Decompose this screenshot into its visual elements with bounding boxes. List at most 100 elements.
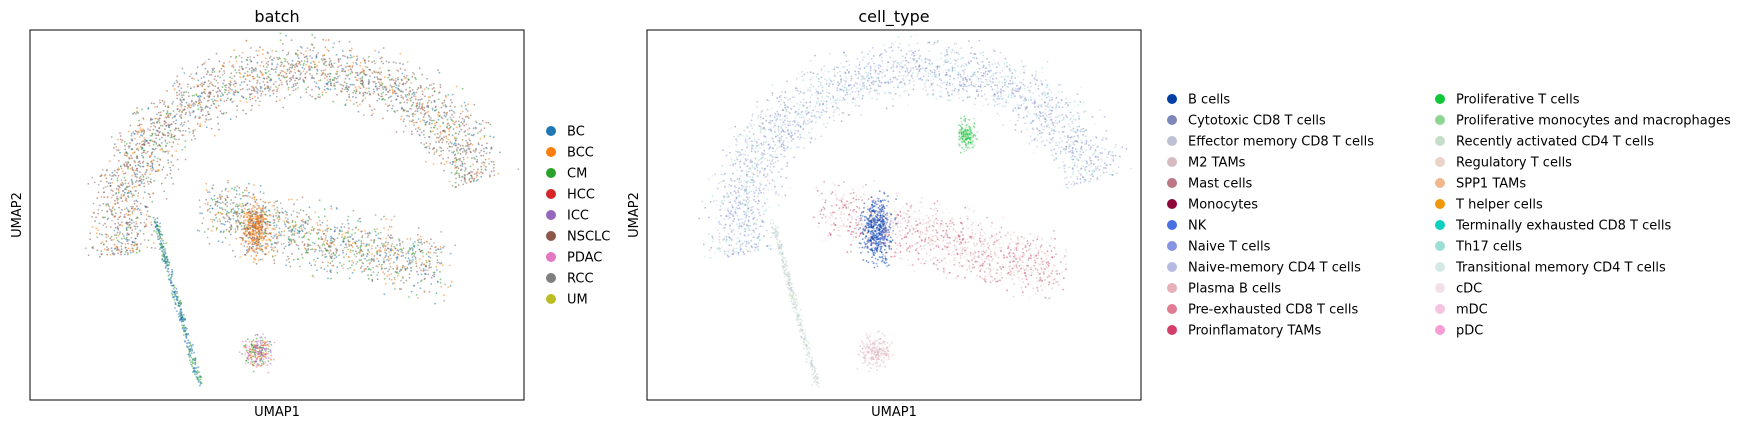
scatter-point [419, 235, 422, 238]
scatter-point [319, 79, 322, 82]
scatter-point [324, 253, 327, 256]
scatter-point [396, 267, 398, 270]
scatter-point [263, 84, 266, 87]
scatter-point [252, 78, 255, 80]
scatter-point [262, 358, 265, 361]
scatter-point [235, 221, 238, 224]
scatter-point [286, 68, 289, 71]
scatter-point [399, 62, 401, 65]
scatter-point [298, 212, 300, 215]
scatter-point [259, 336, 262, 339]
scatter-point [168, 124, 170, 127]
scatter-point [207, 111, 209, 113]
scatter-point [971, 78, 974, 81]
scatter-point [262, 65, 265, 68]
scatter-point [414, 258, 417, 260]
scatter-point [221, 208, 224, 211]
scatter-point [415, 78, 417, 80]
scatter-point [335, 77, 338, 80]
scatter-point [304, 72, 307, 75]
scatter-point [468, 177, 471, 180]
scatter-point [368, 231, 371, 234]
scatter-point [204, 61, 206, 64]
scatter-point [246, 88, 249, 91]
scatter-point [249, 224, 252, 227]
scatter-point [365, 74, 368, 76]
scatter-point [309, 49, 312, 51]
scatter-point [127, 195, 129, 198]
scatter-point [413, 91, 415, 94]
scatter-point [389, 236, 391, 239]
scatter-point [408, 92, 410, 95]
scatter-point [298, 232, 301, 235]
scatter-point [253, 196, 256, 199]
scatter-point [270, 59, 273, 61]
scatter-point [396, 275, 399, 277]
scatter-point [400, 94, 403, 97]
x-axis-label: UMAP1 [254, 405, 300, 420]
scatter-point [255, 340, 258, 343]
scatter-point [425, 259, 428, 262]
scatter-point [383, 243, 385, 245]
scatter-point [98, 204, 101, 207]
scatter-point [221, 190, 223, 193]
scatter-point [287, 227, 289, 230]
scatter-point [167, 152, 170, 155]
scatter-point [262, 363, 265, 365]
scatter-point [458, 174, 461, 177]
scatter-point [447, 138, 450, 141]
scatter-point [397, 78, 399, 81]
scatter-point [160, 182, 163, 185]
scatter-point [120, 179, 123, 182]
scatter-point [319, 224, 322, 226]
scatter-point [350, 244, 353, 246]
scatter-point [172, 101, 175, 103]
scatter-point [307, 86, 309, 88]
scatter-point [326, 219, 329, 222]
scatter-point [144, 141, 146, 144]
scatter-point [136, 107, 138, 109]
scatter-point [314, 211, 317, 214]
scatter-point [316, 68, 319, 71]
scatter-point [259, 242, 262, 245]
scatter-point [124, 246, 127, 249]
scatter-point [280, 230, 283, 233]
scatter-point [210, 127, 213, 130]
scatter-point [116, 247, 119, 250]
scatter-point [199, 103, 202, 106]
scatter-point [249, 58, 252, 61]
scatter-point [459, 112, 462, 115]
scatter-point [195, 94, 198, 96]
scatter-point [327, 88, 330, 91]
scatter-point [128, 217, 131, 220]
scatter-point [412, 258, 414, 261]
scatter-point [404, 69, 406, 71]
scatter-point [335, 54, 338, 56]
scatter-point [469, 165, 472, 168]
scatter-point [356, 245, 358, 248]
scatter-point [240, 205, 243, 208]
scatter-point [329, 88, 332, 91]
scatter-point [256, 81, 259, 84]
scatter-point [316, 257, 319, 260]
scatter-point [232, 214, 235, 217]
scatter-point [373, 228, 376, 231]
scatter-point [271, 63, 273, 66]
scatter-point [180, 104, 183, 106]
scatter-point [1022, 83, 1025, 86]
legend-marker [546, 294, 556, 304]
scatter-point [313, 61, 316, 63]
scatter-point [235, 55, 238, 58]
scatter-point [166, 259, 169, 261]
scatter-point [280, 63, 283, 66]
scatter-point [414, 95, 417, 98]
scatter-point [196, 104, 199, 107]
scatter-point [165, 112, 168, 115]
scatter-point [132, 182, 135, 185]
scatter-point [326, 224, 328, 227]
scatter-point [366, 232, 369, 235]
scatter-point [391, 85, 393, 88]
scatter-point [175, 150, 178, 152]
scatter-point [162, 150, 165, 153]
scatter-point [211, 188, 214, 190]
